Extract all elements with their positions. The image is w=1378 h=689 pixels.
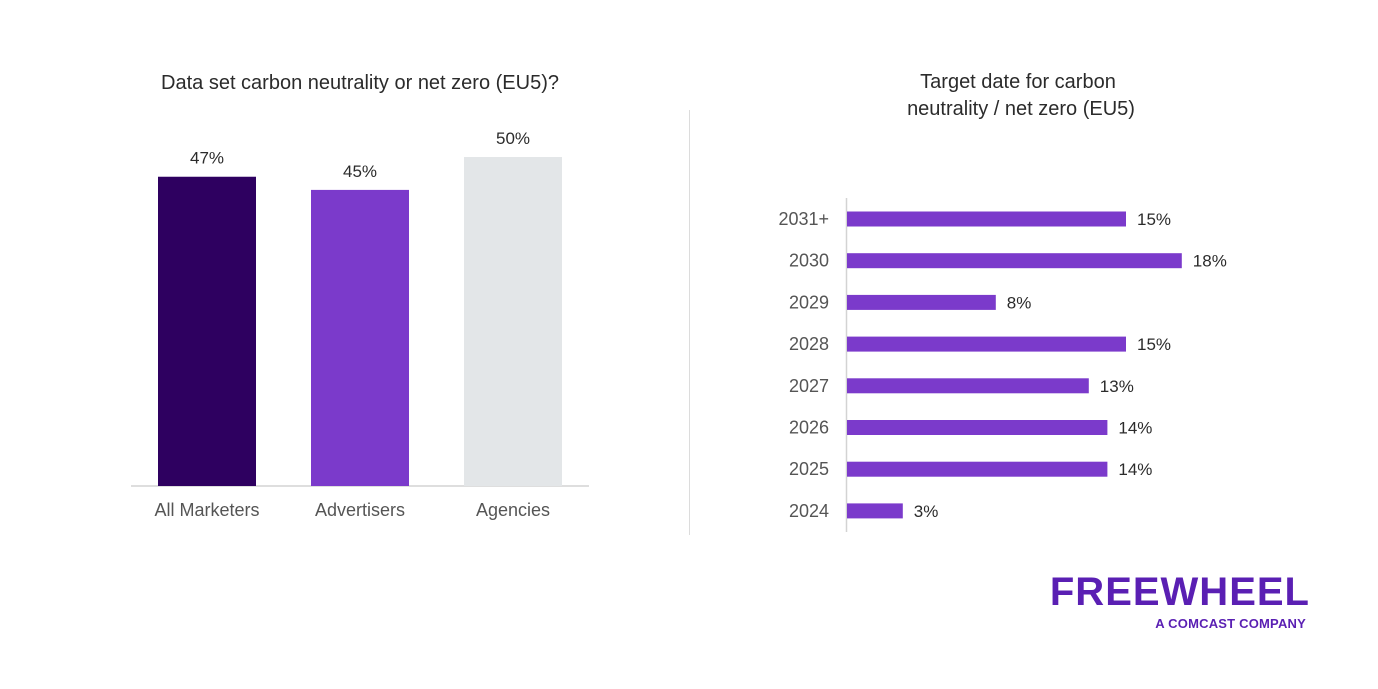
data-label: 8% xyxy=(1007,293,1032,312)
data-label: 47% xyxy=(190,149,224,168)
bar xyxy=(464,157,562,486)
bar xyxy=(847,294,996,310)
category-label: Advertisers xyxy=(315,500,405,520)
chart-title-line-1: Target date for carbon xyxy=(920,71,1116,93)
category-label: Agencies xyxy=(476,500,550,520)
bar xyxy=(847,503,903,519)
chart-title-line-2: neutrality / net zero (EU5) xyxy=(907,98,1135,120)
category-label: 2024 xyxy=(789,501,829,521)
category-label: 2030 xyxy=(789,251,829,271)
bar xyxy=(847,420,1108,435)
vertical-bar-chart: Data set carbon neutrality or net zero (… xyxy=(131,72,589,520)
freewheel-logo: FREEWHEEL A COMCAST COMPANY xyxy=(1018,570,1310,636)
bar xyxy=(311,189,409,486)
category-label: 2027 xyxy=(789,376,829,396)
category-label: All Marketers xyxy=(154,500,259,520)
data-label: 3% xyxy=(914,502,939,521)
chart-divider xyxy=(689,110,690,535)
data-label: 13% xyxy=(1100,377,1134,396)
bar xyxy=(847,253,1182,269)
data-label: 14% xyxy=(1118,419,1152,438)
horizontal-bar-chart: Target date for carbon neutrality / net … xyxy=(778,71,1227,532)
data-label: 14% xyxy=(1118,460,1152,479)
data-label: 15% xyxy=(1137,335,1171,354)
bar xyxy=(847,461,1108,477)
data-label: 50% xyxy=(496,129,530,148)
category-label: 2025 xyxy=(789,459,829,479)
data-label: 45% xyxy=(343,162,377,181)
bar xyxy=(158,176,256,487)
category-label: 2028 xyxy=(789,334,829,354)
data-label: 15% xyxy=(1137,210,1171,229)
data-label: 18% xyxy=(1193,252,1227,271)
logo-tagline: A COMCAST COMPANY xyxy=(1155,616,1306,631)
logo-wordmark: FREEWHEEL xyxy=(1049,570,1310,614)
chart-title: Data set carbon neutrality or net zero (… xyxy=(161,72,559,94)
bar xyxy=(847,336,1126,352)
bar xyxy=(847,211,1126,227)
category-label: 2029 xyxy=(789,292,829,312)
bar xyxy=(847,378,1089,394)
category-label: 2031+ xyxy=(778,209,829,229)
category-label: 2026 xyxy=(789,418,829,438)
